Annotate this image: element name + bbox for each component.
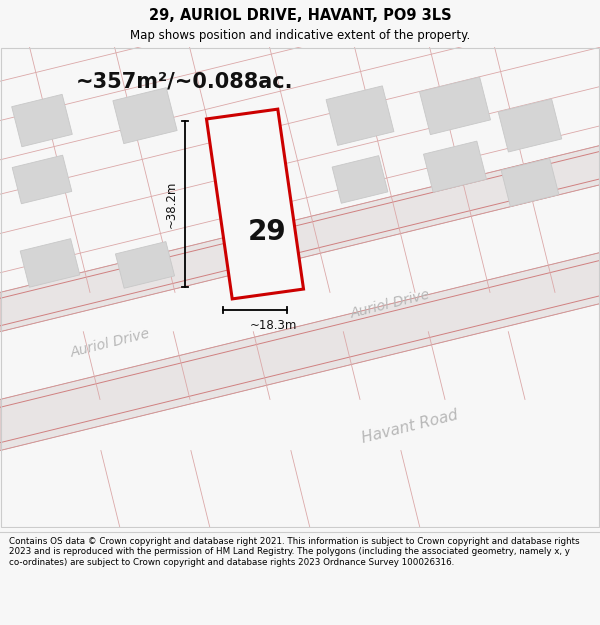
Polygon shape xyxy=(113,88,177,144)
Text: ~357m²/~0.088ac.: ~357m²/~0.088ac. xyxy=(76,71,294,91)
Polygon shape xyxy=(424,141,487,192)
Polygon shape xyxy=(115,242,175,288)
Polygon shape xyxy=(206,109,304,299)
Text: ~38.2m: ~38.2m xyxy=(164,181,178,228)
Polygon shape xyxy=(11,94,73,147)
Polygon shape xyxy=(12,155,72,204)
Text: Map shows position and indicative extent of the property.: Map shows position and indicative extent… xyxy=(130,29,470,42)
Polygon shape xyxy=(326,86,394,146)
Polygon shape xyxy=(498,99,562,152)
Text: Contains OS data © Crown copyright and database right 2021. This information is : Contains OS data © Crown copyright and d… xyxy=(9,537,580,567)
Text: ~18.3m: ~18.3m xyxy=(250,319,296,332)
Text: 29: 29 xyxy=(248,217,286,246)
Polygon shape xyxy=(501,158,559,206)
Text: Havant Road: Havant Road xyxy=(360,408,460,446)
Polygon shape xyxy=(332,156,388,203)
Polygon shape xyxy=(419,77,491,134)
Text: 29, AURIOL DRIVE, HAVANT, PO9 3LS: 29, AURIOL DRIVE, HAVANT, PO9 3LS xyxy=(149,8,451,23)
Polygon shape xyxy=(0,253,600,451)
Polygon shape xyxy=(20,239,80,288)
Text: Auriol Drive: Auriol Drive xyxy=(349,288,431,321)
Polygon shape xyxy=(0,146,600,332)
Text: Auriol Drive: Auriol Drive xyxy=(69,327,151,360)
